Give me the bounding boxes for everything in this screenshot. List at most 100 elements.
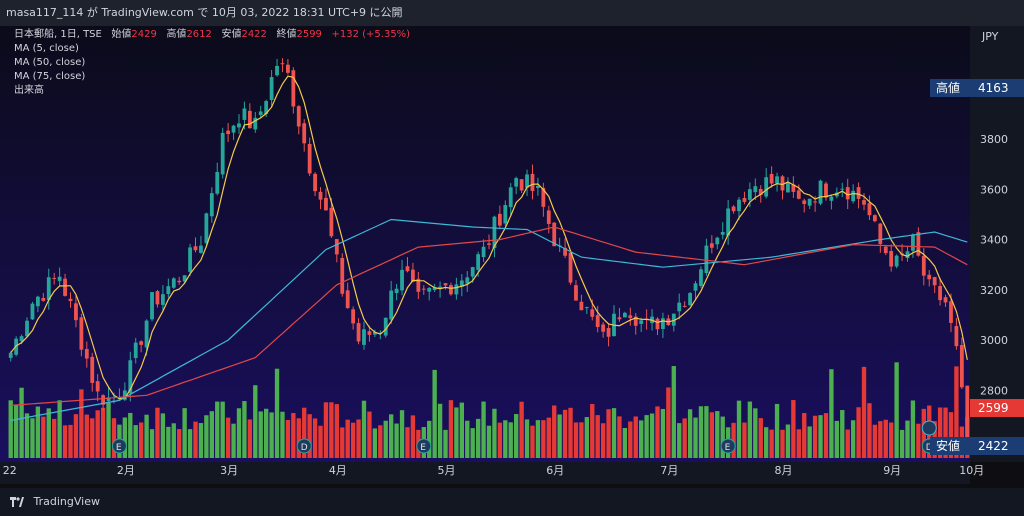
candle-body[interactable]: [824, 183, 828, 198]
candle-body[interactable]: [519, 179, 524, 191]
candle-body[interactable]: [302, 123, 307, 144]
candle-body[interactable]: [959, 345, 964, 388]
candle-body[interactable]: [709, 243, 714, 248]
candle-body[interactable]: [633, 316, 638, 326]
candle-body[interactable]: [639, 320, 644, 324]
candle-body[interactable]: [628, 315, 633, 319]
candle-body[interactable]: [807, 198, 812, 206]
candle-body[interactable]: [927, 274, 932, 280]
candle-body[interactable]: [791, 184, 796, 192]
candle-body[interactable]: [617, 317, 622, 320]
candle-body[interactable]: [584, 307, 589, 309]
candle-body[interactable]: [155, 291, 160, 305]
candle-body[interactable]: [421, 288, 426, 290]
candle-body[interactable]: [133, 342, 138, 359]
candle-body[interactable]: [166, 286, 171, 295]
candle-body[interactable]: [949, 301, 953, 323]
candle-body[interactable]: [481, 246, 486, 258]
candle-body[interactable]: [932, 277, 937, 286]
candle-body[interactable]: [487, 243, 491, 245]
candle-body[interactable]: [954, 326, 959, 347]
candle-body[interactable]: [63, 278, 67, 296]
legend-volume[interactable]: 出来高: [14, 85, 44, 96]
legend-ma75[interactable]: MA (75, close): [14, 71, 86, 82]
candle-body[interactable]: [405, 266, 410, 272]
candle-body[interactable]: [671, 313, 676, 326]
candle-body[interactable]: [796, 190, 801, 199]
event-marker-icon[interactable]: [296, 438, 312, 454]
candle-body[interactable]: [356, 323, 361, 342]
candle-body[interactable]: [416, 278, 421, 292]
candle-body[interactable]: [449, 285, 453, 295]
candle-body[interactable]: [400, 269, 404, 291]
candle-body[interactable]: [411, 269, 415, 282]
symbol-title[interactable]: 日本郵船, 1日, TSE: [14, 29, 102, 40]
candle-body[interactable]: [856, 187, 861, 199]
candle-body[interactable]: [470, 267, 475, 277]
candle-body[interactable]: [579, 301, 584, 311]
candle-body[interactable]: [731, 206, 736, 212]
candle-body[interactable]: [247, 110, 252, 129]
candle-body[interactable]: [742, 198, 747, 202]
candle-body[interactable]: [74, 303, 78, 321]
candle-body[interactable]: [943, 297, 948, 303]
candle-body[interactable]: [226, 130, 231, 135]
candle-body[interactable]: [503, 205, 508, 224]
candle-body[interactable]: [394, 288, 399, 294]
candle-body[interactable]: [894, 255, 899, 267]
candle-body[interactable]: [476, 254, 481, 270]
candle-body[interactable]: [786, 182, 790, 193]
candle-body[interactable]: [747, 189, 752, 200]
candle-body[interactable]: [286, 64, 290, 73]
candle-body[interactable]: [128, 360, 133, 394]
candle-body[interactable]: [41, 298, 46, 301]
candle-body[interactable]: [19, 336, 24, 342]
candle-body[interactable]: [237, 123, 241, 128]
candle-body[interactable]: [764, 177, 769, 197]
candle-body[interactable]: [459, 280, 464, 287]
candle-body[interactable]: [758, 188, 763, 195]
candle-body[interactable]: [122, 390, 127, 400]
candle-body[interactable]: [296, 106, 301, 127]
candle-body[interactable]: [536, 185, 540, 188]
candle-body[interactable]: [340, 257, 345, 294]
candle-body[interactable]: [699, 269, 703, 286]
candle-body[interactable]: [563, 247, 567, 256]
candle-body[interactable]: [911, 235, 915, 251]
candle-body[interactable]: [318, 191, 323, 200]
candle-body[interactable]: [362, 329, 366, 345]
candle-body[interactable]: [57, 276, 62, 281]
candle-body[interactable]: [682, 305, 687, 307]
candle-body[interactable]: [606, 328, 611, 337]
candle-body[interactable]: [291, 70, 296, 107]
candle-body[interactable]: [492, 216, 497, 249]
candle-body[interactable]: [552, 222, 557, 247]
candle-body[interactable]: [139, 341, 144, 345]
candle-body[interactable]: [704, 245, 709, 274]
candle-body[interactable]: [367, 331, 372, 335]
candle-body[interactable]: [938, 285, 943, 301]
candle-body[interactable]: [720, 232, 725, 235]
candle-body[interactable]: [280, 63, 285, 65]
candle-body[interactable]: [182, 275, 187, 282]
event-marker-icon[interactable]: [111, 438, 127, 454]
candle-body[interactable]: [8, 352, 13, 358]
legend-ohlc[interactable]: 日本郵船, 1日, TSE 始値2429 高値2612 安値2422 終値259…: [14, 28, 410, 42]
candle-body[interactable]: [46, 277, 51, 301]
candle-body[interactable]: [160, 294, 165, 305]
candle-body[interactable]: [269, 77, 274, 100]
candle-body[interactable]: [199, 245, 203, 253]
candle-body[interactable]: [655, 318, 660, 330]
candle-body[interactable]: [688, 293, 692, 306]
candle-body[interactable]: [30, 303, 35, 320]
candle-body[interactable]: [324, 197, 328, 211]
candle-body[interactable]: [95, 381, 100, 392]
candle-body[interactable]: [389, 290, 394, 320]
candle-body[interactable]: [242, 108, 247, 120]
candle-body[interactable]: [177, 280, 182, 283]
candle-body[interactable]: [514, 178, 519, 187]
candle-body[interactable]: [715, 237, 720, 245]
candle-body[interactable]: [840, 188, 845, 190]
candle-body[interactable]: [52, 277, 57, 279]
candle-body[interactable]: [204, 213, 209, 244]
